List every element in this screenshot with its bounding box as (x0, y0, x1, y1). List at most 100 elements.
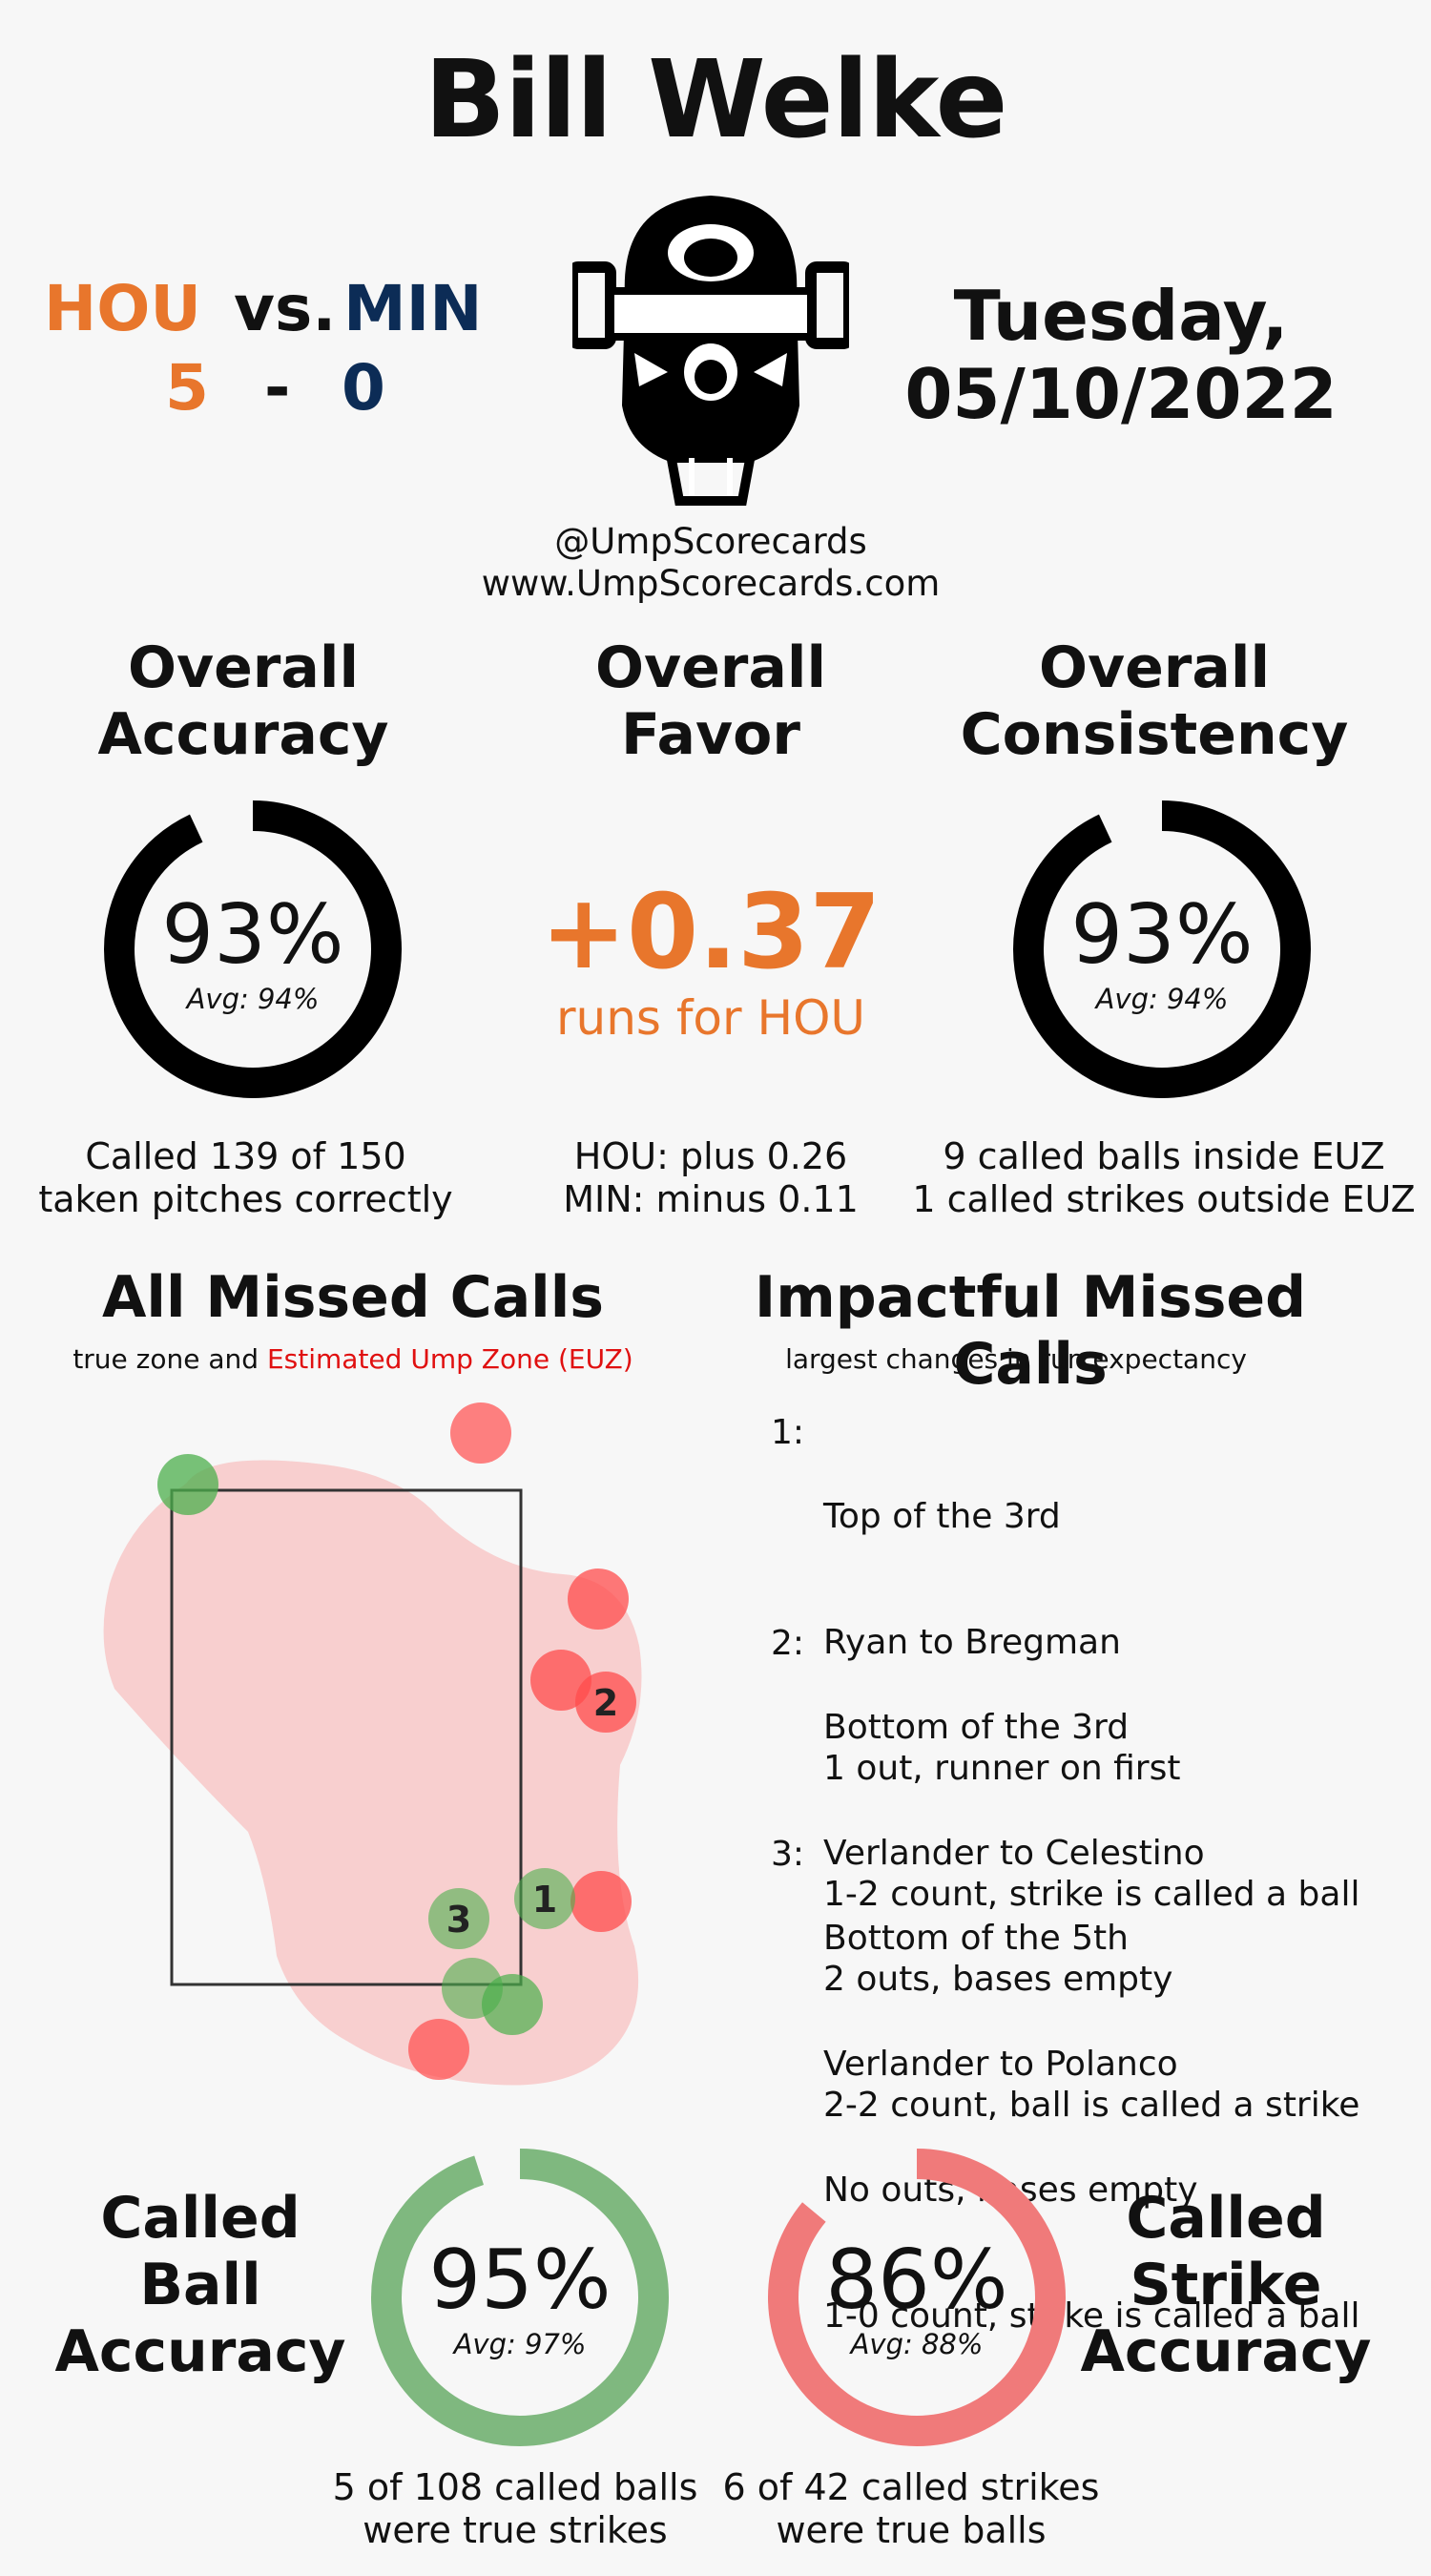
accuracy-caption-line2: taken pitches correctly (38, 1178, 453, 1220)
favor-title-line1: Overall (594, 634, 827, 701)
missed-strike-marker (575, 1672, 636, 1733)
strike-accuracy-caption: 6 of 42 called strikes were true balls (711, 2466, 1111, 2552)
favor-caption-line1: HOU: plus 0.26 (573, 1135, 848, 1177)
vs-label: vs. (234, 272, 337, 345)
strike-accuracy-caption-line1: 6 of 42 called strikes (722, 2466, 1100, 2508)
missed-calls-subtitle-prefix: true zone and (73, 1343, 259, 1375)
consistency-arc (1013, 800, 1311, 1098)
favor-title: Overall Favor (529, 634, 892, 768)
consistency-caption: 9 called balls inside EUZ 1 called strik… (911, 1135, 1417, 1221)
ball-accuracy-title-line3: Accuracy (54, 2318, 346, 2385)
strike-accuracy-donut (768, 2149, 1066, 2446)
call-2-number: 2: (771, 1624, 805, 1663)
call-2-result: 2-2 count, ball is called a strike (823, 2086, 1360, 2125)
consistency-caption-line2: 1 called strikes outside EUZ (912, 1178, 1416, 1220)
date-value: 05/10/2022 (904, 354, 1338, 434)
call-2-matchup: Verlander to Celestino (823, 1834, 1205, 1873)
impactful-call-1: 1: Top of the 3rd Ryan to Bregman 1 out,… (771, 1412, 1381, 1914)
accuracy-value-block: 93% Avg: 94% (95, 887, 410, 1015)
call-1-situation: 1 out, runner on first (823, 1749, 1181, 1788)
favor-title-line2: Favor (621, 701, 800, 768)
call-3-number: 3: (771, 1835, 805, 1874)
ball-accuracy-title-line2: Ball (139, 2252, 261, 2318)
score-separator: - (264, 351, 291, 425)
ball-accuracy-title-line1: Called (100, 2185, 301, 2252)
favor-unit: runs for HOU (555, 990, 866, 1046)
strike-accuracy-caption-line2: were true balls (776, 2509, 1047, 2551)
favor-caption-line2: MIN: minus 0.11 (563, 1178, 859, 1220)
ball-accuracy-value: 95% (428, 2233, 612, 2328)
consistency-avg: Avg: 94% (1095, 983, 1229, 1015)
strike-acc-arc (768, 2149, 1066, 2446)
ball-accuracy-title: Called Ball Accuracy (38, 2185, 363, 2385)
missed-calls-plot: 1 2 3 (103, 1402, 642, 2086)
away-score: 5 (165, 351, 209, 425)
favor-caption: HOU: plus 0.26 MIN: minus 0.11 (515, 1135, 906, 1221)
missed-ball-marker (514, 1868, 575, 1929)
accuracy-arc (104, 800, 402, 1098)
call-1-result: 1-2 count, strike is called a ball (823, 1875, 1360, 1914)
credits: @UmpScorecards www.UmpScorecards.com (429, 521, 992, 605)
home-score: 0 (342, 351, 385, 425)
strike-accuracy-title-line1: Called (1126, 2185, 1326, 2252)
consistency-title-line2: Consistency (960, 701, 1349, 768)
call-2-situation: 2 outs, bases empty (823, 1960, 1173, 1999)
missed-strike-marker (450, 1402, 511, 1464)
strike-accuracy-value: 86% (825, 2233, 1008, 2328)
accuracy-caption: Called 139 of 150 taken pitches correctl… (19, 1135, 472, 1221)
consistency-caption-line1: 9 called balls inside EUZ (943, 1135, 1385, 1177)
missed-calls-subtitle: true zone and Estimated Ump Zone (EUZ) (29, 1343, 677, 1375)
missed-ball-marker (482, 1974, 543, 2035)
game-date: Tuesday, 05/10/2022 (887, 277, 1355, 433)
consistency-title-line1: Overall (1038, 634, 1271, 701)
matchup: HOU vs. MIN 5 - 0 (38, 272, 496, 444)
pitch-label-2: 2 (593, 1682, 618, 1724)
pitch-label-1: 1 (532, 1879, 557, 1921)
strike-accuracy-title-line3: Accuracy (1080, 2318, 1372, 2385)
accuracy-title-line2: Accuracy (97, 701, 389, 768)
call-3-matchup: Verlander to Polanco (823, 2045, 1178, 2084)
call-1-inning: Top of the 3rd (823, 1497, 1061, 1536)
accuracy-title: Overall Accuracy (57, 634, 429, 768)
missed-calls-title: All Missed Calls (101, 1264, 605, 1331)
website-link: www.UmpScorecards.com (481, 563, 941, 604)
strike-accuracy-title: Called Strike Accuracy (1068, 2185, 1383, 2385)
strike-accuracy-avg: Avg: 88% (850, 2328, 984, 2360)
umpire-name: Bill Welke (424, 38, 1008, 162)
ball-accuracy-avg: Avg: 97% (453, 2328, 587, 2360)
missed-ball-marker (157, 1454, 218, 1515)
ball-accuracy-caption-line2: were true strikes (363, 2509, 668, 2551)
favor-value: +0.37 (540, 873, 881, 992)
accuracy-value: 93% (161, 887, 344, 983)
accuracy-caption-line1: Called 139 of 150 (85, 1135, 406, 1177)
consistency-value: 93% (1070, 887, 1254, 983)
accuracy-donut (104, 800, 402, 1098)
home-team: MIN (343, 272, 483, 345)
euz-region (103, 1460, 642, 2086)
away-team: HOU (44, 272, 201, 345)
call-1-matchup: Ryan to Bregman (823, 1623, 1121, 1662)
ball-acc-arc (371, 2149, 669, 2446)
accuracy-avg: Avg: 94% (186, 983, 320, 1015)
impactful-subtitle: largest changes in run expectancy (785, 1343, 1247, 1375)
impactful-call-2: 2: Bottom of the 3rd Verlander to Celest… (771, 1623, 1381, 2125)
missed-strike-marker (408, 2019, 469, 2080)
call-1-number: 1: (771, 1413, 805, 1452)
consistency-title: Overall Consistency (944, 634, 1364, 768)
ball-accuracy-caption: 5 of 108 called balls were true strikes (315, 2466, 716, 2552)
missed-strike-marker (568, 1568, 629, 1630)
umpire-mask-icon (572, 196, 849, 506)
impactful-call-3: 3: Bottom of the 5th Verlander to Polanc… (771, 1834, 1381, 2336)
twitter-handle: @UmpScorecards (554, 521, 867, 562)
euz-label: Estimated Ump Zone (EUZ) (266, 1343, 633, 1375)
strike-zone (170, 1488, 523, 1986)
ball-accuracy-value-block: 95% Avg: 97% (363, 2233, 677, 2360)
strike-accuracy-title-line2: Strike (1130, 2252, 1322, 2318)
consistency-value-block: 93% Avg: 94% (1005, 887, 1319, 1015)
consistency-donut (1013, 800, 1311, 1098)
missed-ball-marker (428, 1888, 489, 1949)
call-3-inning: Bottom of the 5th (823, 1919, 1129, 1958)
pitch-label-3: 3 (446, 1899, 471, 1941)
date-weekday: Tuesday, (953, 276, 1289, 356)
missed-strike-marker (570, 1871, 632, 1932)
